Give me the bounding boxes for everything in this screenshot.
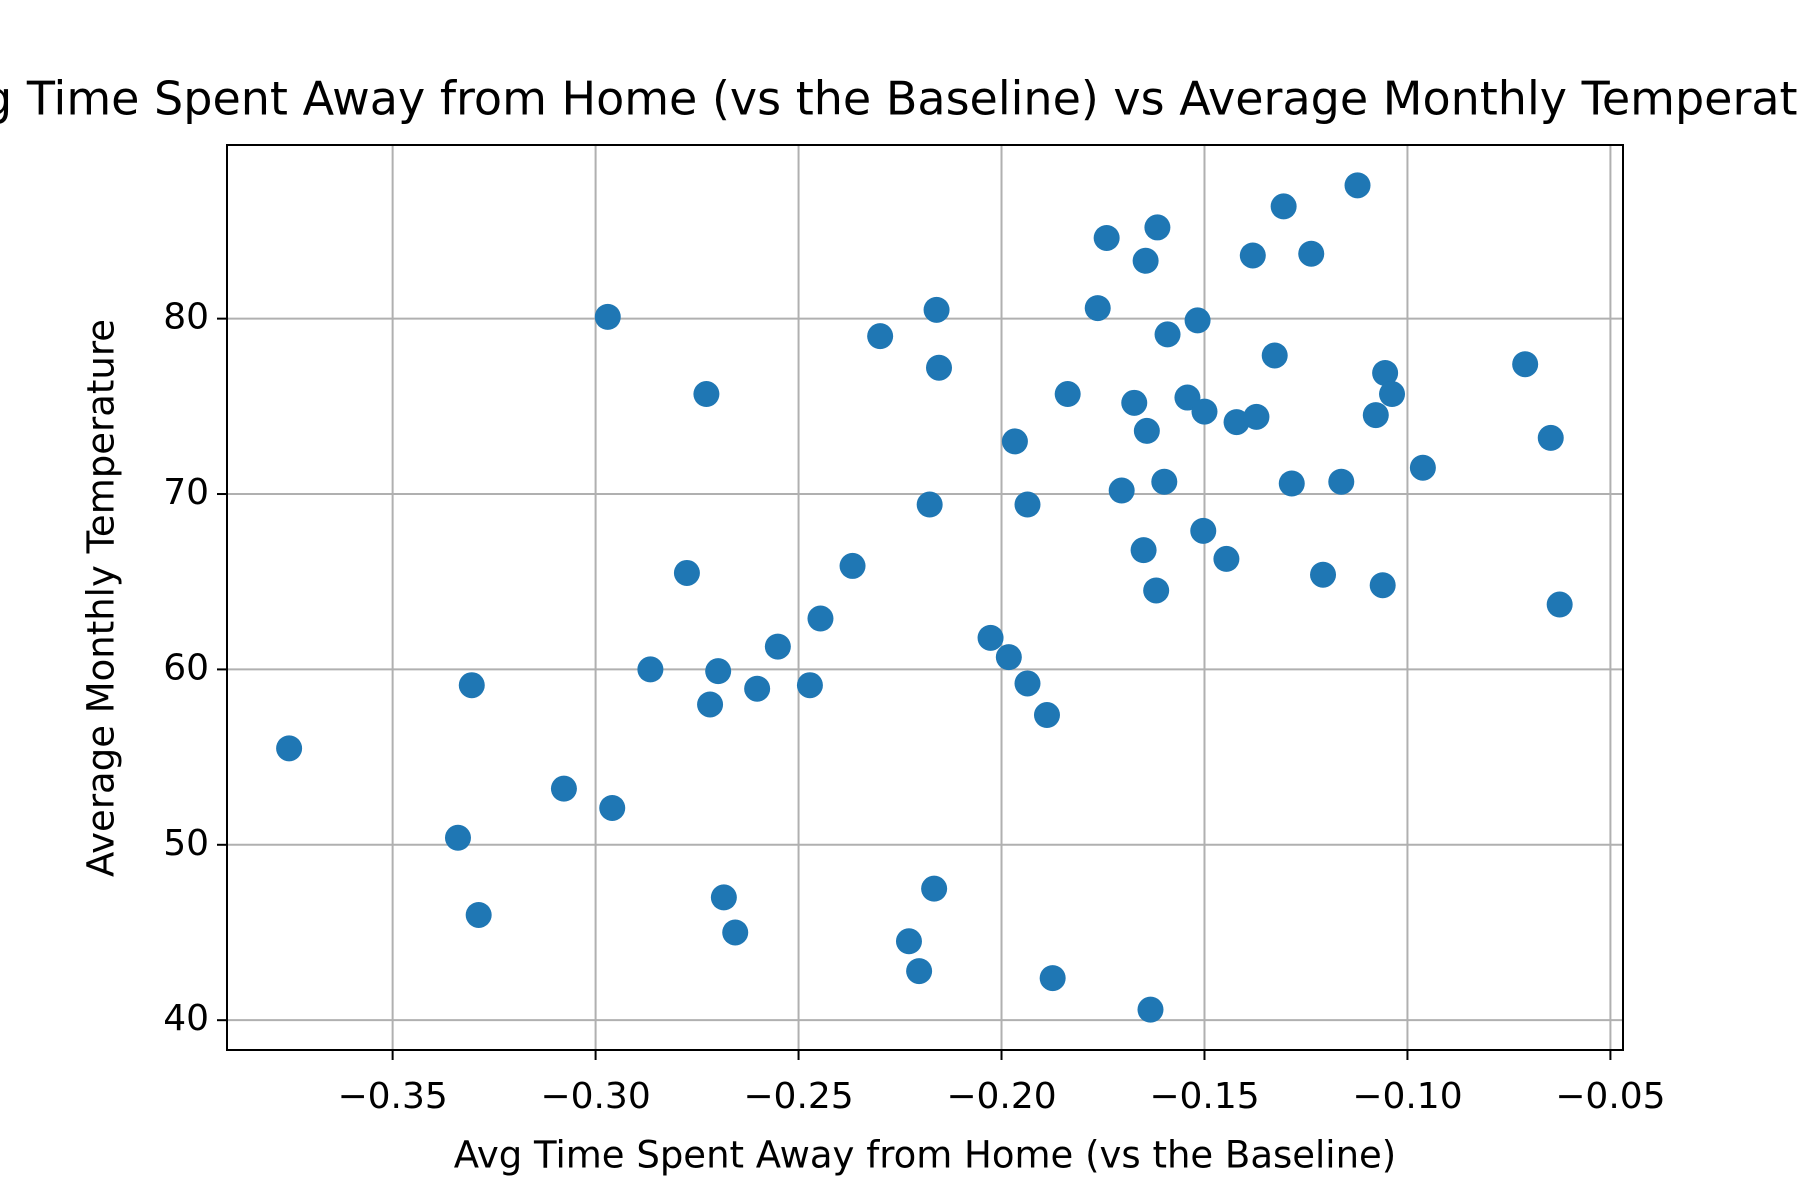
point <box>1190 517 1217 544</box>
point <box>1310 561 1337 588</box>
point <box>926 354 953 381</box>
point <box>697 691 724 718</box>
point <box>673 559 700 586</box>
y-tick-label: 60 <box>163 647 209 688</box>
point <box>1121 389 1148 416</box>
point <box>1278 470 1305 497</box>
point <box>977 624 1004 651</box>
point <box>1014 670 1041 697</box>
point <box>867 323 894 350</box>
point <box>276 735 303 762</box>
y-axis-label: Average Monthly Temperature <box>80 319 123 877</box>
point <box>1328 468 1355 495</box>
point <box>1223 409 1250 436</box>
point <box>921 875 948 902</box>
point <box>1001 428 1028 455</box>
point <box>1084 295 1111 322</box>
point <box>1033 702 1060 729</box>
point <box>1512 351 1539 378</box>
point <box>923 296 950 323</box>
point <box>1537 424 1564 451</box>
point <box>1144 214 1171 241</box>
point <box>444 824 471 851</box>
point <box>465 901 492 928</box>
point <box>807 605 834 632</box>
point <box>1154 321 1181 348</box>
point <box>906 958 933 985</box>
point <box>1270 193 1297 220</box>
point <box>1369 572 1396 599</box>
point <box>1039 965 1066 992</box>
point <box>705 658 732 685</box>
point <box>599 794 626 821</box>
point <box>995 644 1022 671</box>
x-tick-label: −0.25 <box>743 1076 853 1117</box>
point <box>1108 477 1135 504</box>
point <box>1093 224 1120 251</box>
point <box>1298 240 1325 267</box>
y-tick-label: 80 <box>163 297 209 338</box>
point <box>637 656 664 683</box>
x-tick-label: −0.35 <box>337 1076 447 1117</box>
point <box>1239 242 1266 269</box>
point <box>1372 360 1399 387</box>
point <box>1184 307 1211 334</box>
y-tick-label: 40 <box>163 998 209 1039</box>
point <box>1243 403 1270 430</box>
x-axis-label: Avg Time Spent Away from Home (vs the Ba… <box>454 1134 1397 1177</box>
point <box>1132 247 1159 274</box>
point <box>594 303 621 330</box>
point <box>1409 454 1436 481</box>
point <box>744 675 771 702</box>
point <box>1130 537 1157 564</box>
point <box>1014 491 1041 518</box>
point <box>895 928 922 955</box>
point <box>1133 417 1160 444</box>
point <box>1261 342 1288 369</box>
chart-title: Avg Time Spent Away from Home (vs the Ba… <box>0 72 1800 126</box>
x-tick-label: −0.20 <box>946 1076 1056 1117</box>
point <box>710 884 737 911</box>
point <box>458 672 485 699</box>
point <box>693 381 720 408</box>
point <box>839 552 866 579</box>
point <box>1137 996 1164 1023</box>
x-tick-label: −0.30 <box>540 1076 650 1117</box>
point <box>764 633 791 660</box>
point <box>796 672 823 699</box>
point <box>1213 545 1240 572</box>
point <box>1151 468 1178 495</box>
point <box>550 775 577 802</box>
point <box>1054 381 1081 408</box>
point <box>916 491 943 518</box>
plot-frame <box>226 144 1624 1051</box>
point <box>1344 172 1371 199</box>
y-tick-label: 50 <box>163 823 209 864</box>
x-tick-label: −0.10 <box>1352 1076 1462 1117</box>
x-tick-label: −0.15 <box>1149 1076 1259 1117</box>
point <box>1191 398 1218 425</box>
point <box>1546 591 1573 618</box>
point <box>1379 381 1406 408</box>
y-tick-label: 70 <box>163 472 209 513</box>
point <box>1362 402 1389 429</box>
x-tick-label: −0.05 <box>1555 1076 1665 1117</box>
point <box>722 919 749 946</box>
point <box>1143 577 1170 604</box>
